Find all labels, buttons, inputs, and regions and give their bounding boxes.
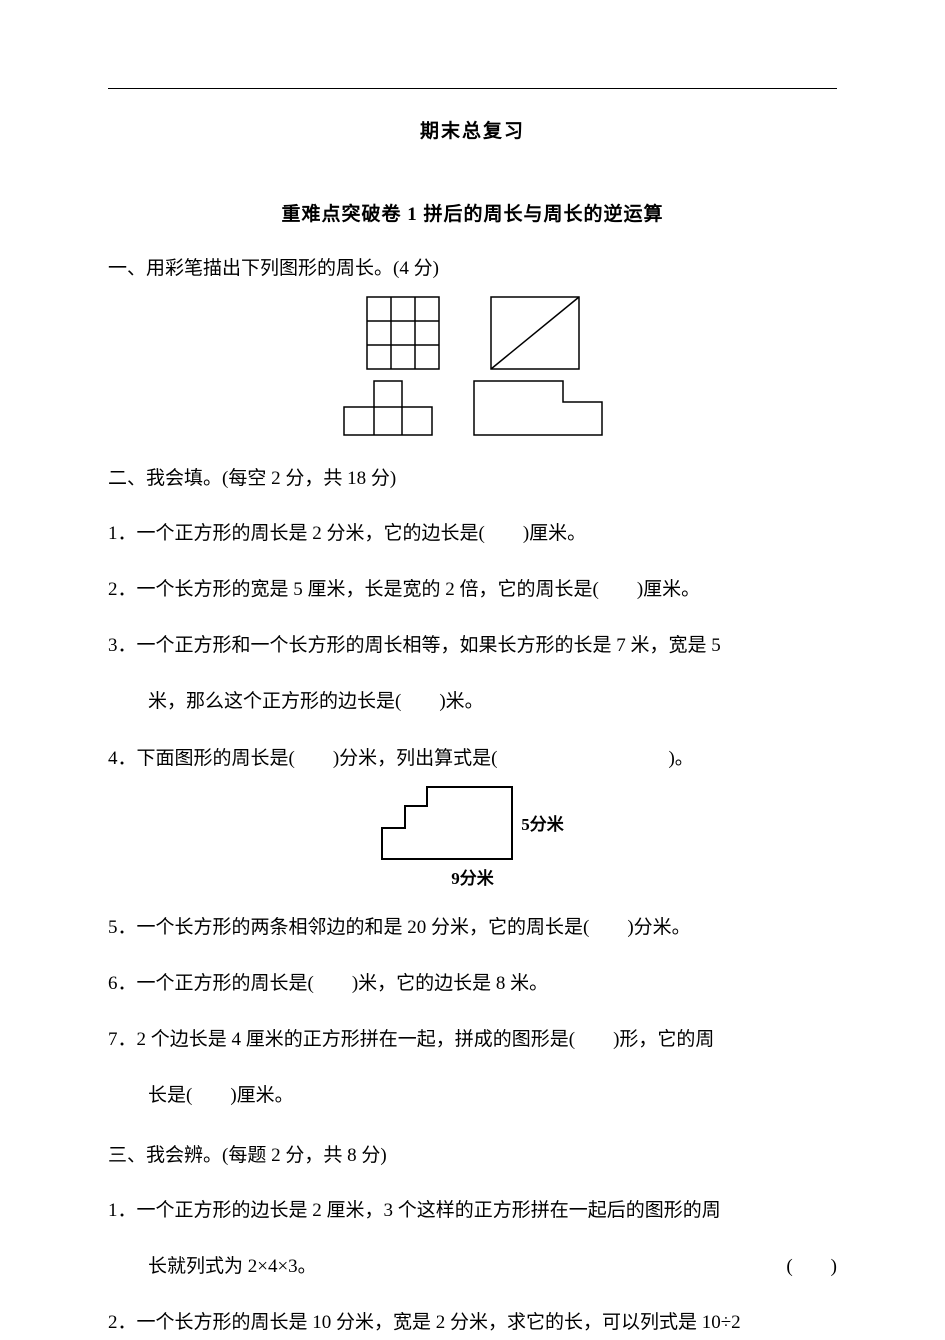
figure-row-2 <box>108 380 837 436</box>
figure-t-shape <box>343 380 433 436</box>
q3-1b: 长就列式为 2×4×3。 ( ) <box>108 1250 837 1284</box>
q2-5: 5．一个长方形的两条相邻边的和是 20 分米，它的周长是( )分米。 <box>108 911 837 945</box>
q2-7a: 7．2 个边长是 4 厘米的正方形拼在一起，拼成的图形是( )形，它的周 <box>108 1023 837 1057</box>
q3-1a: 1．一个正方形的边长是 2 厘米，3 个这样的正方形拼在一起后的图形的周 <box>108 1194 837 1228</box>
q3-2: 2．一个长方形的周长是 10 分米，宽是 2 分米，求它的长，可以列式是 10÷… <box>108 1306 837 1340</box>
q2-4: 4．下面图形的周长是( )分米，列出算式是( )。 <box>108 742 837 776</box>
label-9fm: 9分米 <box>451 864 494 889</box>
horizontal-rule <box>108 88 837 89</box>
q2-3a: 3．一个正方形和一个长方形的周长相等，如果长方形的长是 7 米，宽是 5 <box>108 629 837 663</box>
q2-2: 2．一个长方形的宽是 5 厘米，长是宽的 2 倍，它的周长是( )厘米。 <box>108 573 837 607</box>
label-5fm: 5分米 <box>521 810 564 835</box>
q3-1b-text: 长就列式为 2×4×3。 <box>148 1256 317 1277</box>
q3-1-paren: ( ) <box>786 1250 837 1284</box>
q2-3b: 米，那么这个正方形的边长是( )米。 <box>108 685 837 719</box>
figure-l-notch <box>473 380 603 436</box>
section2-heading: 二、我会填。(每空 2 分，共 18 分) <box>108 464 837 494</box>
figure-q4: 5分米 9分米 <box>108 786 837 889</box>
q2-6: 6．一个正方形的周长是( )米，它的边长是 8 米。 <box>108 967 837 1001</box>
title-main: 期末总复习 <box>108 116 837 143</box>
section3-heading: 三、我会辨。(每题 2 分，共 8 分) <box>108 1141 837 1171</box>
figure-grid-3x3 <box>366 296 440 370</box>
section1-heading: 一、用彩笔描出下列图形的周长。(4 分) <box>108 254 837 284</box>
q2-1: 1．一个正方形的周长是 2 分米，它的边长是( )厘米。 <box>108 517 837 551</box>
figure-staircase <box>381 786 513 860</box>
title-sub: 重难点突破卷 1 拼后的周长与周长的逆运算 <box>108 199 837 226</box>
figure-row-1 <box>108 296 837 370</box>
q2-7b: 长是( )厘米。 <box>108 1079 837 1113</box>
figure-square-diagonal <box>490 296 580 370</box>
